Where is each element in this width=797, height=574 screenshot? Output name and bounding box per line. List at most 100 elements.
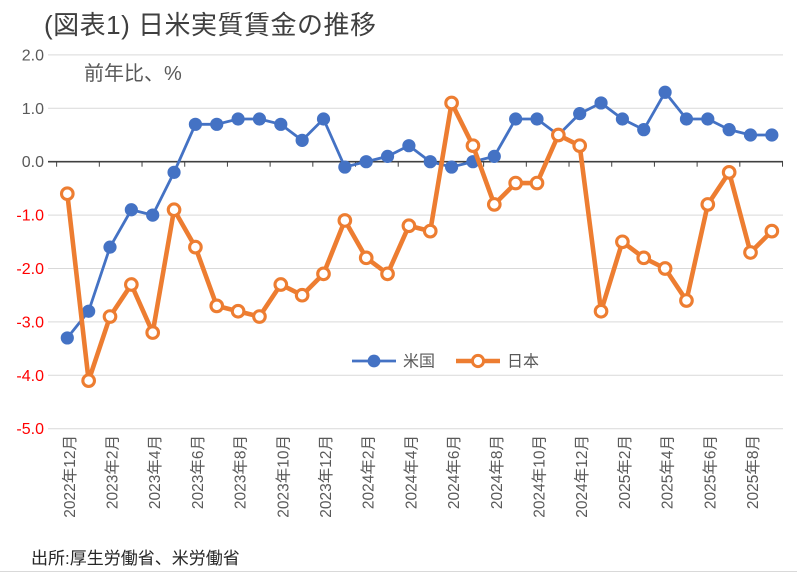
y-axis-unit-label: 前年比、%	[84, 63, 182, 85]
y-tick-label: -1.0	[16, 208, 44, 225]
data-point-japan	[636, 250, 652, 266]
data-point-us	[167, 165, 181, 179]
x-tick-label: 2024年6月	[445, 435, 463, 509]
data-point-us	[615, 112, 630, 126]
data-point-us	[594, 96, 608, 110]
data-point-japan	[358, 250, 374, 266]
data-point-us	[231, 112, 245, 126]
data-point-us	[316, 112, 331, 126]
x-tick-label: 2022年12月	[61, 435, 79, 518]
data-point-japan	[166, 202, 182, 218]
series-line-japan	[65, 100, 775, 383]
data-point-japan	[422, 223, 438, 239]
legend-label-us: 米国	[403, 353, 435, 371]
x-tick-label: 2024年4月	[402, 435, 420, 509]
data-point-us	[124, 203, 138, 217]
data-point-us	[359, 155, 373, 169]
data-point-us	[509, 112, 523, 126]
x-tick-label: 2023年6月	[189, 435, 207, 509]
x-tick-label: 2023年12月	[317, 435, 335, 518]
data-point-us	[188, 117, 202, 131]
data-point-us	[743, 128, 758, 142]
x-tick-label: 2023年4月	[146, 435, 164, 509]
series-line-us	[65, 90, 774, 340]
y-tick-label: 1.0	[22, 101, 44, 118]
y-tick-label: -4.0	[16, 368, 44, 385]
data-point-us	[658, 85, 672, 99]
data-point-us	[402, 139, 416, 153]
chart-bottom-border	[0, 571, 797, 572]
data-point-us	[103, 240, 117, 254]
x-tick-label: 2025年2月	[616, 435, 634, 509]
data-point-japan	[273, 277, 289, 292]
y-tick-label: -2.0	[16, 261, 44, 278]
data-point-us	[445, 160, 459, 174]
legend-label-japan: 日本	[507, 353, 539, 371]
data-point-us	[487, 149, 501, 163]
data-point-japan	[700, 197, 716, 212]
data-point-japan	[401, 218, 417, 234]
data-point-us	[146, 208, 160, 222]
data-point-japan	[230, 303, 246, 319]
data-point-us	[338, 160, 352, 174]
data-point-japan	[465, 138, 481, 154]
data-point-japan	[593, 303, 609, 319]
y-tick-label: 2.0	[22, 47, 44, 64]
data-point-us	[701, 112, 715, 126]
x-tick-label: 2023年10月	[274, 435, 292, 518]
data-point-us	[210, 117, 224, 131]
data-point-japan	[679, 293, 694, 308]
x-tick-label: 2024年2月	[360, 435, 378, 509]
data-point-japan	[252, 309, 267, 324]
data-point-japan	[529, 175, 545, 191]
data-point-japan	[615, 234, 630, 250]
data-point-us	[679, 112, 694, 126]
data-point-japan	[294, 287, 310, 303]
data-point-japan	[102, 309, 118, 324]
data-point-us	[765, 128, 779, 142]
data-point-japan	[188, 239, 203, 255]
data-point-us	[530, 112, 544, 126]
data-point-japan	[337, 213, 353, 228]
x-tick-label: 2023年8月	[232, 435, 250, 509]
data-point-japan	[444, 95, 459, 111]
data-point-japan	[764, 223, 780, 239]
data-point-us	[82, 304, 96, 318]
data-point-japan	[508, 175, 524, 191]
data-point-japan	[124, 277, 139, 292]
data-point-japan	[59, 186, 75, 202]
y-tick-label: -5.0	[16, 421, 44, 438]
data-point-us	[380, 149, 395, 163]
data-point-japan	[486, 197, 502, 212]
data-point-japan	[550, 127, 566, 143]
data-point-japan	[316, 266, 331, 282]
data-point-us	[60, 331, 74, 345]
x-tick-label: 2025年6月	[701, 435, 719, 509]
x-tick-label: 2025年8月	[744, 435, 762, 509]
y-tick-label: 0.0	[22, 154, 44, 171]
data-point-japan	[743, 245, 758, 260]
data-point-us	[637, 123, 651, 137]
x-tick-label: 2023年2月	[104, 435, 122, 509]
x-tick-label: 2025年4月	[659, 435, 677, 509]
data-point-us	[573, 107, 587, 121]
data-point-us	[295, 133, 309, 147]
data-point-japan	[380, 266, 395, 282]
data-point-japan	[145, 325, 161, 340]
data-point-us	[722, 123, 736, 137]
data-point-japan	[81, 373, 96, 388]
legend-marker-us-icon	[367, 354, 381, 368]
data-point-us	[252, 112, 267, 126]
data-point-japan	[209, 298, 225, 314]
y-tick-label: -3.0	[16, 314, 44, 331]
data-point-japan	[657, 261, 673, 276]
chart-title: (図表1) 日米実質賃金の推移	[44, 10, 377, 40]
x-tick-label: 2024年12月	[573, 435, 591, 518]
x-tick-label: 2024年8月	[488, 435, 506, 509]
data-point-us	[274, 117, 288, 131]
x-tick-label: 2024年10月	[531, 435, 549, 518]
legend-marker-japan-icon	[470, 353, 486, 369]
data-point-us	[423, 155, 437, 169]
